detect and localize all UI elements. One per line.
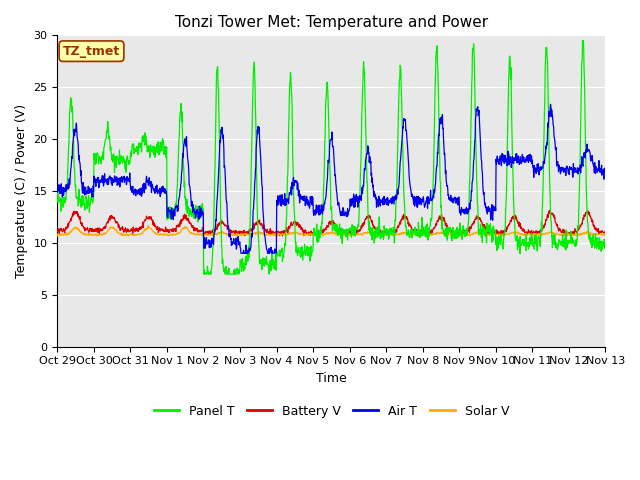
X-axis label: Time: Time (316, 372, 347, 385)
Y-axis label: Temperature (C) / Power (V): Temperature (C) / Power (V) (15, 104, 28, 278)
Text: TZ_tmet: TZ_tmet (63, 45, 120, 58)
Legend: Panel T, Battery V, Air T, Solar V: Panel T, Battery V, Air T, Solar V (148, 400, 514, 423)
Title: Tonzi Tower Met: Temperature and Power: Tonzi Tower Met: Temperature and Power (175, 15, 488, 30)
